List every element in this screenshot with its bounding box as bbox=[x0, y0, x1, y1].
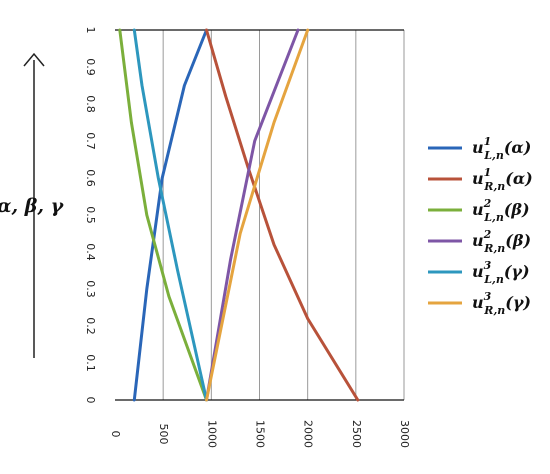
series-line-4 bbox=[205, 28, 300, 402]
y-tick-label-8: 0.8 bbox=[84, 95, 97, 113]
legend-label-1: u1 L,n(α) bbox=[472, 135, 531, 162]
x-tick-label-2: 1000 bbox=[205, 420, 218, 448]
axes bbox=[115, 29, 404, 401]
y-tick-label-0: 0 bbox=[84, 397, 97, 404]
legend-item-5: u3 L,n(γ) bbox=[428, 259, 530, 286]
x-tick-label-5: 2500 bbox=[350, 420, 363, 448]
series-lines bbox=[118, 28, 360, 402]
legend-item-1: u1 L,n(α) bbox=[428, 135, 531, 162]
x-tick-label-1: 500 bbox=[157, 424, 170, 445]
x-tick-labels: 0 500 1000 1500 2000 2500 3000 bbox=[109, 420, 411, 448]
y-tick-label-9: 0.9 bbox=[84, 58, 97, 76]
y-tick-label-10: 1 bbox=[84, 27, 97, 34]
x-tick-label-3: 1500 bbox=[254, 420, 267, 448]
legend-label-2: u1 R,n(α) bbox=[472, 166, 533, 193]
y-tick-label-2: 0.2 bbox=[84, 317, 97, 335]
grid bbox=[162, 30, 405, 400]
y-tick-label-1: 0.1 bbox=[84, 354, 97, 372]
legend: u1 L,n(α) u1 R,n(α) u2 L,n(β) u2 R,n(β) u3 L,n(γ)… bbox=[428, 135, 533, 317]
x-tick-label-6: 3000 bbox=[398, 420, 411, 448]
y-tick-label-6: 0.6 bbox=[84, 169, 97, 187]
series-line-1 bbox=[132, 28, 208, 402]
legend-item-3: u2 L,n(β) bbox=[428, 197, 530, 224]
series-line-3 bbox=[118, 28, 208, 402]
y-axis-label: α, β, γ bbox=[0, 195, 65, 217]
series-line-2 bbox=[205, 28, 360, 402]
y-tick-label-4: 0.4 bbox=[84, 243, 97, 261]
y-tick-label-5: 0.5 bbox=[84, 206, 97, 224]
legend-label-4: u2 R,n(β) bbox=[472, 228, 531, 255]
legend-item-4: u2 R,n(β) bbox=[428, 228, 531, 255]
y-tick-label-7: 0.7 bbox=[84, 132, 97, 150]
legend-label-5: u3 L,n(γ) bbox=[472, 259, 530, 286]
legend-label-6: u3 R,n(γ) bbox=[472, 290, 531, 317]
series-line-5 bbox=[132, 28, 208, 402]
x-tick-label-0: 0 bbox=[109, 431, 122, 438]
legend-item-6: u3 R,n(γ) bbox=[428, 290, 531, 317]
x-tick-label-4: 2000 bbox=[302, 420, 315, 448]
legend-item-2: u1 R,n(α) bbox=[428, 166, 533, 193]
series-line-6 bbox=[205, 28, 310, 402]
legend-label-3: u2 L,n(β) bbox=[472, 197, 530, 224]
y-tick-labels: 0 0.1 0.2 0.3 0.4 0.5 0.6 0.7 0.8 0.9 1 bbox=[84, 27, 97, 404]
y-axis-arrow bbox=[23, 52, 45, 358]
y-tick-label-3: 0.3 bbox=[84, 280, 97, 298]
